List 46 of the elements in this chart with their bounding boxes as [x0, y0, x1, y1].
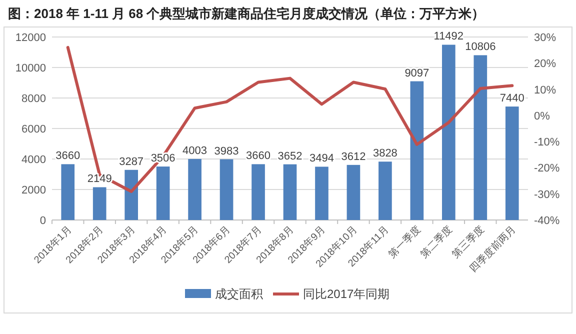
y2-tick-label: -10%	[534, 136, 560, 149]
data-label: 11492	[434, 30, 464, 43]
y2-tick-label: 30%	[534, 32, 556, 44]
bar	[378, 162, 392, 220]
bar	[315, 166, 328, 220]
y2-tick-label: -20%	[534, 162, 560, 175]
data-label: 7440	[500, 92, 524, 105]
bar	[124, 170, 138, 220]
data-label: 3828	[372, 148, 398, 160]
bar	[346, 164, 360, 220]
bar	[252, 164, 265, 220]
y-tick-label: 12000	[15, 32, 46, 44]
y2-tick-label: 0%	[534, 110, 550, 122]
chart-title: 图：2018 年 1-11 月 68 个典型城市新建商品住宅月度成交情况（单位：万平方米）	[8, 6, 485, 21]
y-tick-label: 8000	[22, 93, 46, 105]
bar	[410, 81, 424, 220]
bar	[156, 166, 170, 220]
data-label: 3652	[278, 150, 302, 162]
bar	[92, 187, 106, 220]
legend-label: 同比2017年同期	[303, 287, 390, 301]
y2-tick-label: 10%	[534, 84, 556, 96]
y-tick-label: 2000	[22, 184, 46, 196]
data-label: 3612	[341, 150, 366, 163]
data-label: 3660	[56, 150, 80, 162]
data-label: 3287	[119, 156, 144, 168]
y2-tick-label: -30%	[534, 188, 560, 201]
data-label: 3494	[309, 152, 334, 165]
bar	[283, 164, 297, 220]
bar	[61, 164, 75, 220]
y2-tick-label: -40%	[534, 215, 560, 227]
data-label: 4003	[182, 144, 208, 157]
y-tick-label: 10000	[15, 62, 46, 74]
y-tick-label: 0	[40, 215, 46, 227]
data-label: 3983	[214, 145, 239, 158]
y-tick-label: 6000	[22, 124, 46, 136]
data-label: 10806	[465, 41, 496, 54]
y-tick-label: 4000	[22, 154, 46, 166]
bar	[220, 159, 234, 220]
legend-label: 成交面积	[215, 287, 263, 301]
bar	[505, 106, 519, 220]
bar	[188, 158, 202, 220]
bar	[474, 55, 488, 220]
bar	[442, 44, 456, 220]
y2-tick-label: 20%	[534, 58, 556, 70]
data-label: 9097	[404, 67, 430, 80]
data-label: 3660	[246, 150, 271, 162]
